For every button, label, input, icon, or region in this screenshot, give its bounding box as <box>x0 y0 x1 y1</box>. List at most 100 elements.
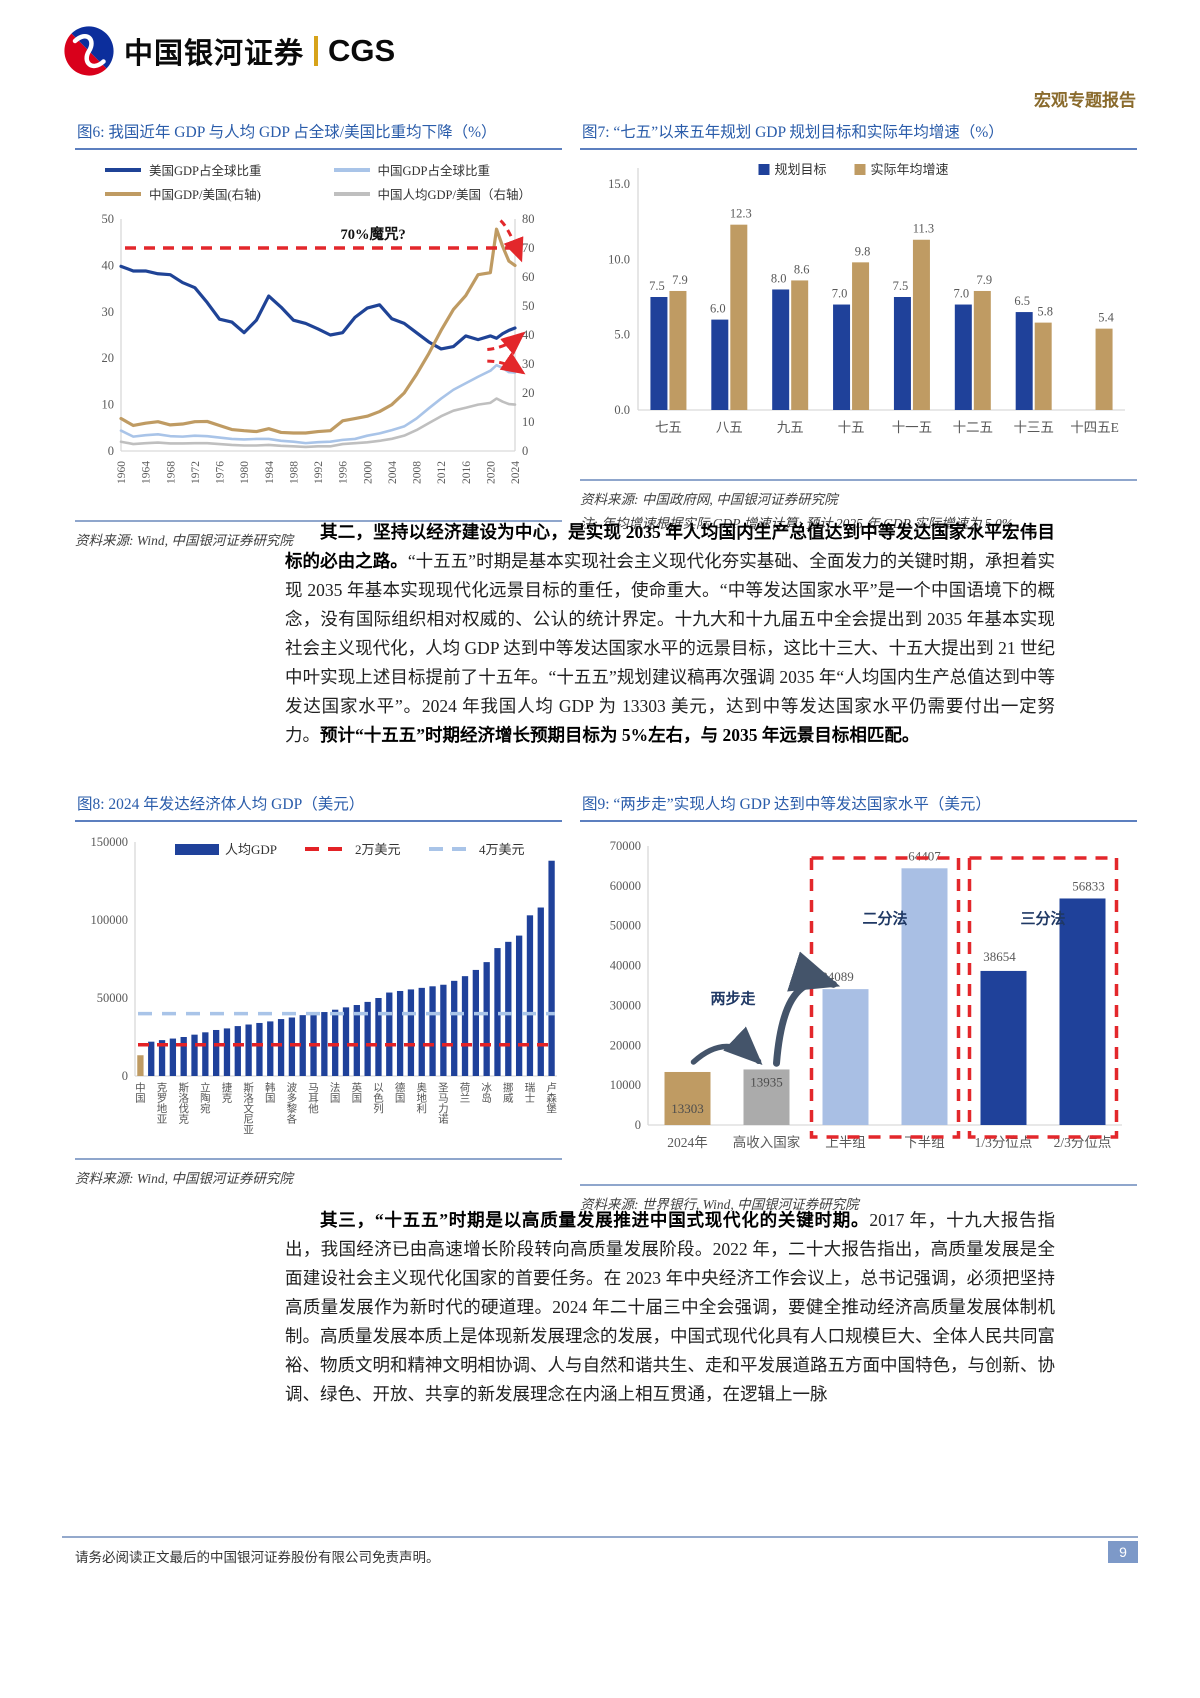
bar <box>483 962 490 1076</box>
axis-label: 卢森堡 <box>545 1082 557 1114</box>
paragraph-2-body: “十五五”时期是基本实现社会主义现代化夯实基础、全面发力的关键时期，承担着实现 … <box>285 551 1055 745</box>
svg-text:30000: 30000 <box>610 998 641 1012</box>
svg-text:50: 50 <box>102 212 115 226</box>
bar <box>980 970 1027 1125</box>
figure-8-source: 资料来源: Wind, 中国银河证券研究院 <box>75 1158 562 1187</box>
figure-9-caption: 图9: “两步走”实现人均 GDP 达到中等发达国家水平（美元） <box>582 796 991 813</box>
bar <box>277 1019 285 1076</box>
svg-text:1972: 1972 <box>190 461 202 484</box>
bar <box>429 986 436 1076</box>
svg-text:64407: 64407 <box>908 848 941 863</box>
svg-text:4万美元: 4万美元 <box>479 842 525 857</box>
body-paragraph-3: 其三，“十五五”时期是以高质量发展推进中国式现代化的关键时期。2017 年，十九… <box>285 1206 1055 1409</box>
axis-label: 德国 <box>393 1082 405 1103</box>
axis-label: 马耳他 <box>307 1082 319 1114</box>
axis-label: 斯洛伐克 <box>177 1082 189 1124</box>
svg-text:9.8: 9.8 <box>855 244 871 258</box>
svg-text:1964: 1964 <box>141 461 153 484</box>
svg-text:7.9: 7.9 <box>977 273 993 287</box>
axis-label: 瑞士 <box>523 1082 535 1103</box>
svg-text:0: 0 <box>522 444 528 458</box>
logo-text-en: CGS <box>328 33 396 68</box>
fig6-plot: 0 10 20 30 40 50 0 10 20 30 40 50 60 70 80 1960 1964 1968… <box>102 212 535 484</box>
svg-text:十四五E: 十四五E <box>1070 420 1119 435</box>
series-line <box>119 264 517 351</box>
bar <box>418 987 425 1076</box>
figure-8-chart: 0 50000 100000 150000 人均GDP 2万美元 4万美元 中国 克罗地亚 斯洛伐… <box>75 830 562 1154</box>
svg-text:十三五: 十三五 <box>1013 420 1054 435</box>
svg-text:八五: 八五 <box>716 420 743 435</box>
bar <box>954 304 972 410</box>
page-number-badge: 9 <box>1108 1541 1138 1563</box>
figure-6-caption: 图6: 我国近年 GDP 与人均 GDP 占全球/美国比重均下降（%） <box>77 124 497 141</box>
figure-9-caption-rule <box>580 820 1137 822</box>
svg-text:2016: 2016 <box>461 461 473 484</box>
svg-text:6.0: 6.0 <box>710 302 726 316</box>
figure-6-caption-rule <box>75 148 562 150</box>
svg-text:七五: 七五 <box>655 420 682 435</box>
svg-text:13303: 13303 <box>671 1101 704 1116</box>
svg-text:100000: 100000 <box>91 913 129 927</box>
bar <box>1059 898 1106 1125</box>
bar <box>375 998 382 1076</box>
axis-label: 波多黎各 <box>285 1082 297 1124</box>
figure-9-source: 资料来源: 世界银行, Wind, 中国银河证券研究院 <box>580 1184 1137 1213</box>
bar <box>822 989 869 1125</box>
series-line <box>119 363 517 445</box>
bar <box>743 1069 790 1125</box>
legend-item: 中国人均GDP/美国（右轴） <box>333 184 563 203</box>
bar <box>191 1034 198 1076</box>
bar <box>451 980 458 1076</box>
bar <box>288 1017 296 1076</box>
paragraph-2-tail: 预计“十五五”时期经济增长预期目标为 5%左右，与 2035 年远景目标相匹配。 <box>320 725 920 745</box>
body-paragraph-2: 其二，坚持以经济建设为中心，是实现 2035 年人均国内生产总值达到中等发达国家… <box>285 518 1055 750</box>
legend-item: 中国GDP占全球比重 <box>333 160 563 179</box>
svg-text:50000: 50000 <box>97 991 128 1005</box>
svg-text:2024年: 2024年 <box>667 1135 708 1150</box>
svg-text:十一五: 十一五 <box>892 420 933 435</box>
trend-arrow <box>487 352 526 375</box>
dichotomy-label: 二分法 <box>862 910 907 928</box>
bar <box>669 290 687 410</box>
figure-6-block: 图6: 我国近年 GDP 与人均 GDP 占全球/美国比重均下降（%） 美国GD… <box>75 118 562 549</box>
figure-9-block: 图9: “两步走”实现人均 GDP 达到中等发达国家水平（美元） 0 10000 2… <box>580 790 1137 1213</box>
axis-label: 克罗地亚 <box>155 1082 167 1124</box>
paragraph-3-body: 2017 年，十九大报告指出，我国经济已由高速增长阶段转向高质量发展阶段。202… <box>285 1210 1056 1404</box>
footer-disclaimer: 请务必阅读正文最后的中国银河证券股份有限公司免责声明。 <box>75 1550 440 1565</box>
bar <box>364 1001 371 1076</box>
axis-label: 立陶宛 <box>198 1082 210 1114</box>
step-arrow-1 <box>690 1026 763 1066</box>
svg-text:九五: 九五 <box>777 420 804 435</box>
svg-text:1976: 1976 <box>215 461 227 484</box>
axis-label: 以色列 <box>371 1082 383 1114</box>
bar <box>912 239 930 410</box>
bar <box>505 941 512 1076</box>
bar <box>245 1024 252 1076</box>
svg-text:高收入国家: 高收入国家 <box>733 1134 801 1150</box>
svg-text:7.5: 7.5 <box>649 279 665 293</box>
bar <box>407 989 415 1076</box>
galaxy-logo-icon <box>64 26 114 76</box>
svg-text:2012: 2012 <box>436 461 448 484</box>
svg-text:30: 30 <box>522 357 535 371</box>
svg-text:5.4: 5.4 <box>1098 311 1114 325</box>
bar <box>664 1071 711 1125</box>
svg-text:实际年均增速: 实际年均增速 <box>871 162 949 177</box>
svg-text:10.0: 10.0 <box>608 252 630 266</box>
svg-text:1992: 1992 <box>313 461 325 484</box>
svg-text:7.9: 7.9 <box>672 273 688 287</box>
svg-text:5.8: 5.8 <box>1037 305 1053 319</box>
bar <box>223 1028 231 1076</box>
svg-text:十二五: 十二五 <box>953 420 994 435</box>
svg-text:60: 60 <box>522 270 535 284</box>
figure-8-caption: 图8: 2024 年发达经济体人均 GDP（美元） <box>77 796 365 813</box>
svg-text:56833: 56833 <box>1072 878 1105 893</box>
svg-text:7.0: 7.0 <box>954 287 970 301</box>
figure-6-chart: 美国GDP占全球比重 中国GDP占全球比重 中国GDP/美国(右轴) 中国人均GDP/… <box>75 158 562 516</box>
fig9-plot: 0 10000 20000 30000 40000 50000 60000 70000 2024… <box>610 839 1122 1150</box>
step-arrow-2 <box>773 951 841 1067</box>
bar <box>213 1029 220 1076</box>
svg-text:80: 80 <box>522 212 535 226</box>
trend-arrow <box>499 219 524 263</box>
